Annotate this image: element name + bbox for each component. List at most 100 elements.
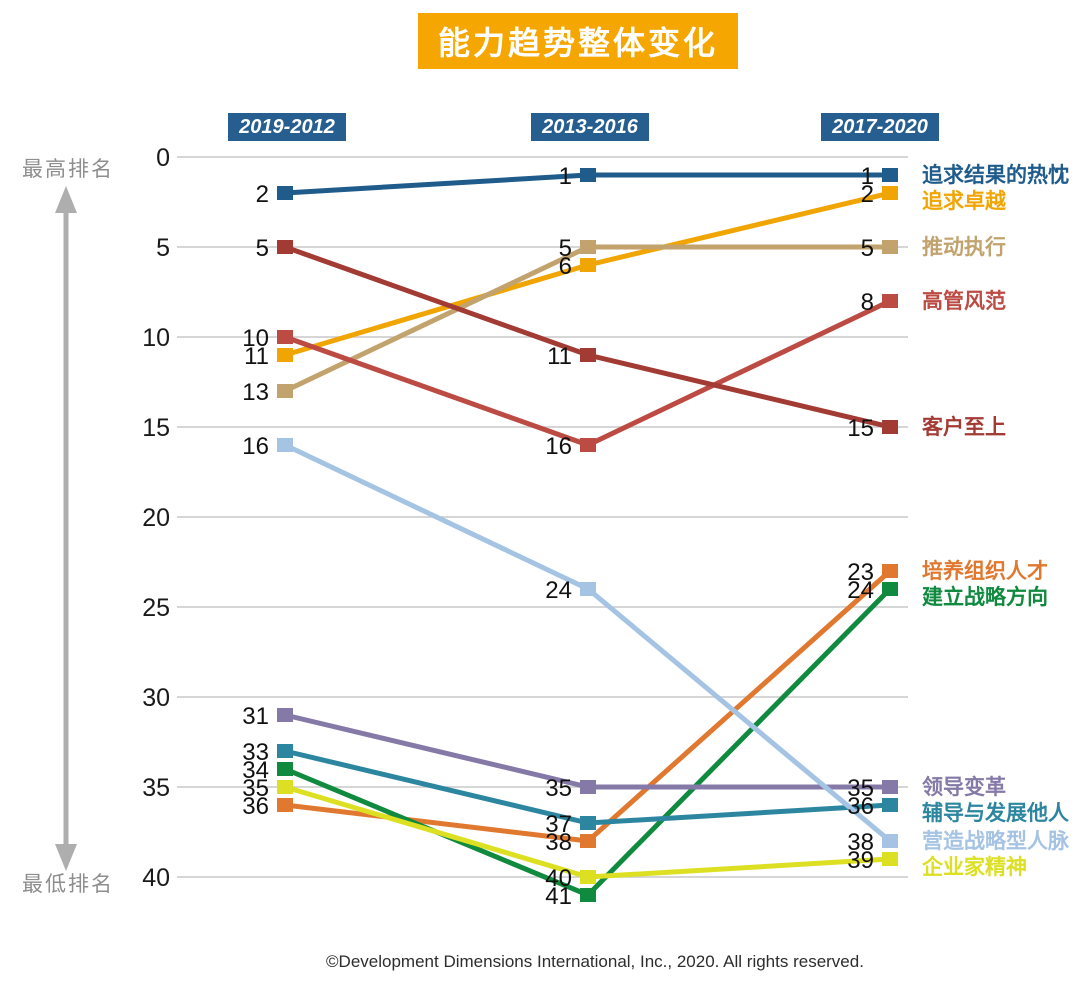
data-point-value: 31 <box>242 703 269 730</box>
trend-line <box>284 587 892 898</box>
data-point-value: 11 <box>244 343 269 370</box>
data-point-value: 8 <box>861 289 874 316</box>
series-label: 推动执行 <box>922 235 1006 259</box>
trend-line <box>284 569 892 844</box>
series-label: 客户至上 <box>922 415 1006 439</box>
data-point-marker <box>882 564 898 578</box>
y-tick-label: 5 <box>156 234 170 262</box>
data-point-value: 5 <box>559 235 572 262</box>
series-label: 营造战略型人脉 <box>922 829 1070 853</box>
data-point-marker <box>580 168 596 182</box>
data-point-value: 5 <box>861 235 874 262</box>
data-point-marker <box>882 420 898 434</box>
data-point-value: 37 <box>545 811 572 838</box>
data-point-marker <box>277 348 293 362</box>
data-point-value: 1 <box>559 163 572 190</box>
data-point-marker <box>277 438 293 452</box>
data-point-marker <box>277 762 293 776</box>
data-point-marker <box>882 798 898 812</box>
trend-line <box>284 190 891 358</box>
series-label: 企业家精神 <box>921 855 1027 879</box>
data-point-value: 36 <box>242 793 269 820</box>
data-point-value: 13 <box>242 379 269 406</box>
data-point-value: 1 <box>861 163 874 190</box>
data-point-marker <box>580 870 596 884</box>
highest-rank-label: 最高排名 <box>22 158 114 181</box>
data-point-value: 16 <box>242 433 269 460</box>
data-point-value: 36 <box>847 793 874 820</box>
series-label: 领导变革 <box>922 775 1006 799</box>
data-point-marker <box>882 852 898 866</box>
y-tick-label: 20 <box>142 504 170 532</box>
data-point-marker <box>580 348 596 362</box>
data-point-value: 41 <box>545 883 572 910</box>
data-point-marker <box>882 582 898 596</box>
data-point-marker <box>580 582 596 596</box>
data-point-marker <box>580 258 596 272</box>
data-point-value: 6 <box>559 253 572 280</box>
series-label: 高管风范 <box>922 289 1006 313</box>
data-point-value: 11 <box>547 343 572 370</box>
data-point-marker <box>882 240 898 254</box>
y-tick-label: 25 <box>142 594 170 622</box>
data-point-value: 35 <box>847 775 874 802</box>
y-tick-label: 0 <box>156 144 170 172</box>
series-label: 辅导与发展他人 <box>922 801 1069 825</box>
data-point-value: 38 <box>847 829 874 856</box>
data-point-marker <box>277 780 293 794</box>
chart-title: 能力趋势整体变化 <box>417 13 739 69</box>
data-point-value: 35 <box>545 775 572 802</box>
data-point-marker <box>580 816 596 830</box>
arrow-up-head <box>55 186 77 213</box>
arrow-down-head <box>55 844 77 871</box>
data-point-value: 40 <box>545 865 572 892</box>
data-point-marker <box>580 438 596 452</box>
lowest-rank-label: 最低排名 <box>22 873 114 896</box>
data-point-value: 2 <box>256 181 269 208</box>
trend-line <box>284 298 892 448</box>
data-point-value: 24 <box>847 577 874 604</box>
data-point-marker <box>580 780 596 794</box>
data-point-marker <box>882 294 898 308</box>
data-point-value: 15 <box>847 415 874 442</box>
data-point-marker <box>277 708 293 722</box>
period-header-3: 2017-2020 <box>821 113 939 141</box>
data-point-marker <box>277 798 293 812</box>
series-label: 建立战略方向 <box>922 585 1048 609</box>
copyright-text: ©Development Dimensions International, I… <box>326 952 864 971</box>
data-point-value: 5 <box>256 235 269 262</box>
data-point-value: 2 <box>861 181 874 208</box>
data-point-marker <box>580 888 596 902</box>
trend-line <box>284 784 891 880</box>
data-point-value: 35 <box>242 775 269 802</box>
data-point-marker <box>277 240 293 254</box>
trend-line <box>284 712 890 790</box>
data-point-value: 33 <box>242 739 269 766</box>
data-point-value: 38 <box>545 829 572 856</box>
y-tick-label: 30 <box>142 684 170 712</box>
data-point-marker <box>277 384 293 398</box>
data-point-value: 39 <box>847 847 874 874</box>
data-point-marker <box>580 240 596 254</box>
data-point-marker <box>277 330 293 344</box>
y-tick-label: 10 <box>142 324 170 352</box>
y-tick-label: 40 <box>142 864 170 892</box>
data-point-value: 10 <box>242 325 269 352</box>
data-point-marker <box>882 168 898 182</box>
data-point-value: 34 <box>242 757 269 784</box>
y-tick-label: 15 <box>142 414 170 442</box>
data-point-marker <box>277 186 293 200</box>
data-point-marker <box>882 834 898 848</box>
period-header-1: 2019-2012 <box>228 113 346 141</box>
data-point-value: 16 <box>545 433 572 460</box>
data-point-value: 23 <box>847 559 874 586</box>
series-label: 培养组织人才 <box>922 559 1048 583</box>
data-point-marker <box>277 744 293 758</box>
data-point-marker <box>580 834 596 848</box>
series-label: 追求结果的热忱 <box>922 163 1069 187</box>
series-label: 追求卓越 <box>922 189 1007 213</box>
period-header-2: 2013-2016 <box>531 113 649 141</box>
y-tick-label: 35 <box>142 774 170 802</box>
